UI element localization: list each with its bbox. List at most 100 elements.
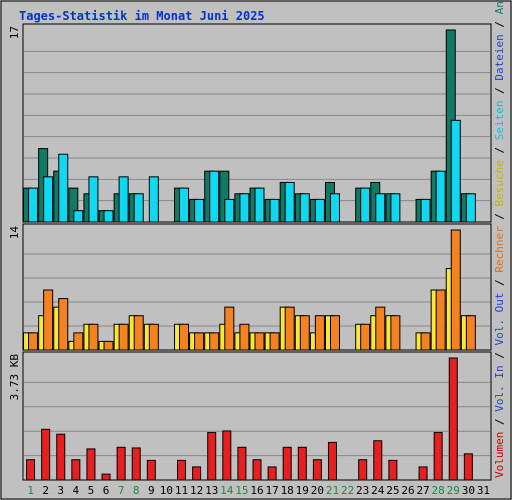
- bar-dateien-day-4: [73, 210, 84, 223]
- bar-dateien-day-17: [269, 198, 280, 223]
- x-tick-label: 28: [432, 484, 445, 497]
- legend-item: Seiten: [493, 100, 506, 140]
- bar-dateien-day-24: [375, 193, 386, 223]
- chart-title: Tages-Statistik im Monat Juni 2025: [19, 9, 265, 23]
- bar-volumen-day-13: [207, 432, 217, 481]
- bar-volumen-day-18: [282, 446, 292, 481]
- legend-item: /: [493, 273, 506, 293]
- bar-rechner-day-8: [133, 315, 144, 351]
- bar-dateien-day-23: [360, 187, 371, 223]
- x-tick-label: 31: [477, 484, 490, 497]
- panel-middle: 14: [8, 223, 492, 351]
- legend-item: Dateien: [493, 34, 506, 80]
- panel-bottom: 3.73 KB: [8, 351, 492, 481]
- legend-item: /: [493, 14, 506, 34]
- chart-panels: 17 14 3.73 KB: [8, 23, 492, 481]
- bar-volumen-day-2: [41, 428, 51, 481]
- bar-volumen-day-12: [192, 466, 202, 481]
- bar-volumen-day-25: [388, 459, 398, 481]
- legend-item: Vol. Out: [493, 293, 506, 346]
- bar-rechner-day-9: [148, 323, 159, 351]
- bar-dateien-day-6: [103, 210, 114, 223]
- x-tick-label: 16: [250, 484, 263, 497]
- bar-dateien-day-12: [194, 198, 205, 223]
- x-tick-label: 10: [160, 484, 173, 497]
- bar-volumen-day-19: [297, 446, 307, 481]
- bar-dateien-day-25: [390, 193, 401, 223]
- panel-middle-frame: [22, 223, 492, 351]
- bar-dateien-day-7: [118, 176, 129, 223]
- bar-rechner-day-29: [450, 229, 461, 351]
- bar-rechner-day-7: [118, 323, 129, 351]
- bar-dateien-day-11: [179, 187, 190, 223]
- bar-dateien-day-29: [450, 119, 461, 223]
- legend-item: /: [493, 206, 506, 226]
- bar-rechner-day-4: [73, 332, 84, 351]
- bar-volumen-day-16: [252, 459, 262, 481]
- bar-dateien-day-5: [88, 176, 99, 223]
- bar-volumen-day-1: [26, 459, 36, 481]
- bar-rechner-day-6: [103, 340, 114, 351]
- x-tick-label: 29: [447, 484, 460, 497]
- x-tick-label: 5: [88, 484, 95, 497]
- bar-volumen-day-17: [267, 466, 277, 481]
- bar-dateien-day-18: [284, 181, 295, 223]
- bar-rechner-day-21: [329, 315, 340, 351]
- legend-item: Vol. In: [493, 365, 506, 411]
- bar-rechner-day-15: [239, 323, 250, 351]
- bar-volumen-day-7: [116, 446, 126, 481]
- bar-dateien-day-3: [58, 153, 69, 223]
- bar-rechner-day-11: [179, 323, 190, 351]
- bar-volumen-day-20: [312, 459, 322, 481]
- legend-item: /: [493, 412, 506, 432]
- x-tick-label: 2: [42, 484, 49, 497]
- bar-volumen-day-28: [433, 432, 443, 481]
- x-tick-label: 27: [416, 484, 429, 497]
- panel-top: 17: [8, 23, 492, 223]
- x-tick-label: 6: [103, 484, 110, 497]
- legend-item: /: [493, 81, 506, 101]
- bar-rechner-day-5: [88, 323, 99, 351]
- x-tick-label: 11: [175, 484, 188, 497]
- bar-volumen-day-8: [131, 447, 141, 481]
- bar-volumen-day-29: [448, 357, 458, 481]
- x-tick-label: 17: [265, 484, 278, 497]
- x-tick-label: 13: [205, 484, 218, 497]
- bar-rechner-day-23: [360, 323, 371, 351]
- x-tick-label: 20: [311, 484, 324, 497]
- bar-volumen-day-3: [56, 433, 66, 481]
- bar-volumen-day-15: [237, 446, 247, 481]
- x-tick-label: 24: [371, 484, 385, 497]
- bar-volumen-day-21: [327, 441, 337, 481]
- y-max-label: 3.73 KB: [8, 354, 21, 401]
- x-tick-label: 15: [235, 484, 248, 497]
- bar-volumen-day-24: [373, 440, 383, 481]
- x-tick-label: 7: [118, 484, 125, 497]
- legend-item: Besuche: [493, 160, 506, 206]
- bar-dateien-day-27: [420, 198, 431, 223]
- bar-volumen-day-5: [86, 448, 96, 481]
- bar-rechner-day-17: [269, 332, 280, 351]
- bar-rechner-day-28: [435, 289, 446, 351]
- x-tick-label: 30: [462, 484, 475, 497]
- legend-item: Rechner: [493, 226, 506, 273]
- bar-dateien-day-20: [314, 198, 325, 223]
- bar-rechner-day-14: [224, 306, 235, 351]
- x-tick-label: 4: [73, 484, 80, 497]
- bar-rechner-day-27: [420, 332, 431, 351]
- bar-volumen-day-9: [146, 459, 156, 481]
- bar-volumen-day-23: [358, 459, 368, 481]
- series-legend: Volumen / Vol. In / Vol. Out / Rechner /…: [493, 0, 506, 478]
- bar-rechner-day-1: [28, 332, 39, 351]
- x-tick-label: 14: [220, 484, 234, 497]
- bar-rechner-day-2: [43, 289, 54, 351]
- x-tick-label: 22: [341, 484, 354, 497]
- legend-item: /: [493, 140, 506, 160]
- x-tick-label: 8: [133, 484, 140, 497]
- x-tick-label: 12: [190, 484, 203, 497]
- bar-volumen-day-27: [418, 466, 428, 481]
- bar-rechner-day-13: [209, 332, 220, 351]
- bar-dateien-day-30: [465, 193, 476, 223]
